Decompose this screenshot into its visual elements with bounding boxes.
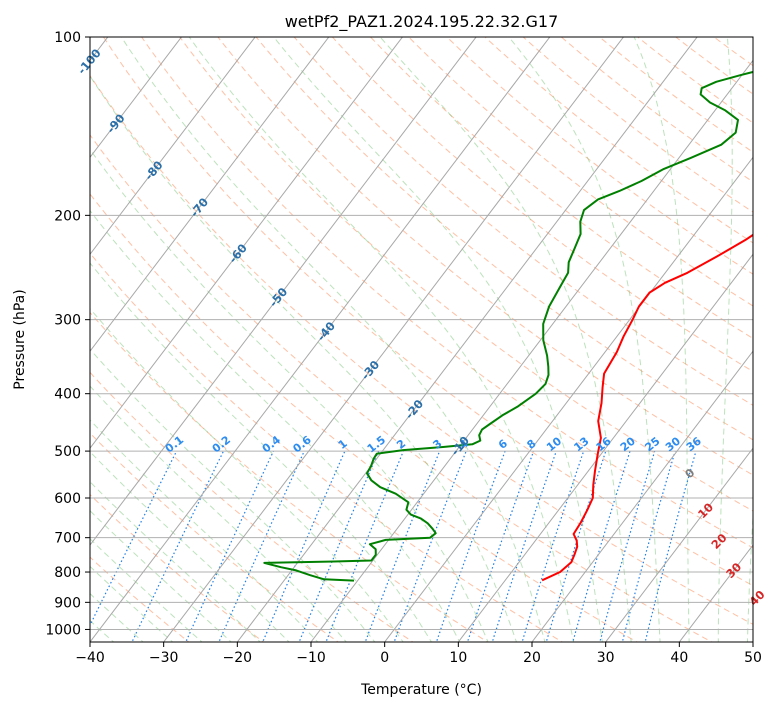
y-tick-label: 400	[54, 387, 81, 403]
isotherm-gridline	[163, 37, 625, 642]
moist-adiabat	[746, 508, 753, 642]
moist-adiabat	[508, 37, 661, 642]
moist-adiabat	[120, 37, 546, 642]
moist-adiabat	[90, 538, 203, 642]
y-axis-label: Pressure (hPa)	[12, 289, 28, 389]
moist-adiabat	[633, 37, 690, 642]
y-tick-label: 900	[54, 595, 81, 611]
grid-layer	[90, 37, 753, 642]
x-tick-label: 10	[449, 650, 467, 666]
series-layer	[263, 70, 753, 582]
x-tick-label: −40	[75, 650, 105, 666]
mixing-ratio-line	[599, 450, 656, 642]
mixing-ratio-line	[298, 450, 380, 642]
dry-adiabat	[217, 37, 753, 476]
temperature-profile-line	[541, 233, 753, 582]
mixing-ratio-line	[185, 450, 275, 642]
moist-adiabat	[188, 37, 575, 642]
isotherm-gridline	[90, 37, 256, 256]
dry-adiabat	[255, 37, 753, 441]
mixing-ratio-line	[325, 450, 404, 642]
x-tick-label: −30	[149, 650, 179, 666]
isotherm-gridline	[90, 37, 183, 159]
x-tick-label: 40	[670, 650, 688, 666]
mixing-ratio-line	[572, 450, 631, 642]
isotherm-gridline	[310, 59, 753, 642]
mixing-ratio-line	[393, 450, 467, 642]
x-tick-label: −10	[296, 650, 326, 666]
isotherm-gridline	[90, 37, 477, 546]
y-tick-label: 800	[54, 565, 81, 581]
x-tick-label: 30	[597, 650, 615, 666]
isotherm-gridline	[90, 37, 330, 353]
mixing-ratio-line	[364, 450, 441, 642]
tick-layer: −40 −30 −20 −10 0 10 20 30 40 50 100 200 300 400 500 60…	[45, 30, 762, 666]
moist-adiabat	[273, 37, 603, 642]
y-tick-label: 700	[54, 531, 81, 547]
isotherm-gridline	[605, 447, 753, 642]
isotherm-gridline	[531, 350, 753, 642]
dry-adiabat	[140, 37, 753, 549]
moist-adiabat	[90, 209, 461, 642]
moist-adiabat	[90, 75, 517, 642]
moist-adiabat	[90, 451, 290, 642]
isotherm-gridline	[90, 37, 404, 449]
mixing-ratio-line	[644, 450, 697, 642]
moist-adiabat	[90, 565, 174, 642]
mixing-ratio-line	[521, 450, 585, 642]
x-axis-label: Temperature (°C)	[360, 682, 482, 698]
mixing-ratio-line	[435, 450, 506, 642]
moist-adiabat	[90, 262, 433, 642]
isotherm-gridline	[236, 37, 698, 642]
dry-adiabat	[90, 134, 713, 642]
y-tick-label: 500	[54, 444, 81, 460]
dry-adiabat	[179, 37, 753, 512]
chart-title: wetPf2_PAZ1.2024.195.22.32.G17	[285, 12, 559, 32]
moist-adiabat	[90, 148, 489, 642]
moist-adiabat	[379, 37, 632, 642]
dry-adiabat	[293, 37, 753, 406]
y-tick-label: 100	[54, 30, 81, 46]
dewpoint-profile-line	[263, 70, 753, 582]
moist-adiabat	[717, 37, 733, 642]
y-tick-label: 1000	[45, 622, 81, 638]
isotherm-gridline	[90, 37, 551, 642]
dry-adiabat	[331, 37, 753, 373]
moist-adiabat	[90, 481, 261, 642]
x-tick-label: 20	[523, 650, 541, 666]
y-tick-label: 600	[54, 491, 81, 507]
moist-adiabat	[90, 385, 347, 642]
moist-adiabat	[90, 510, 232, 642]
isotherm-gridline	[457, 253, 753, 642]
dry-adiabat	[408, 37, 753, 307]
mixing-ratio-line	[491, 450, 557, 642]
x-tick-label: 0	[380, 650, 389, 666]
plot-frame	[89, 36, 754, 643]
x-tick-label: 50	[744, 650, 762, 666]
moist-adiabat	[90, 419, 319, 642]
y-tick-label: 200	[54, 208, 81, 224]
moist-adiabat	[90, 307, 404, 642]
mixing-ratio-line	[621, 450, 676, 642]
y-tick-label: 300	[54, 313, 81, 329]
isotherm-gridline	[384, 156, 753, 642]
mixing-ratio-line	[545, 450, 607, 642]
x-tick-label: −20	[223, 650, 253, 666]
